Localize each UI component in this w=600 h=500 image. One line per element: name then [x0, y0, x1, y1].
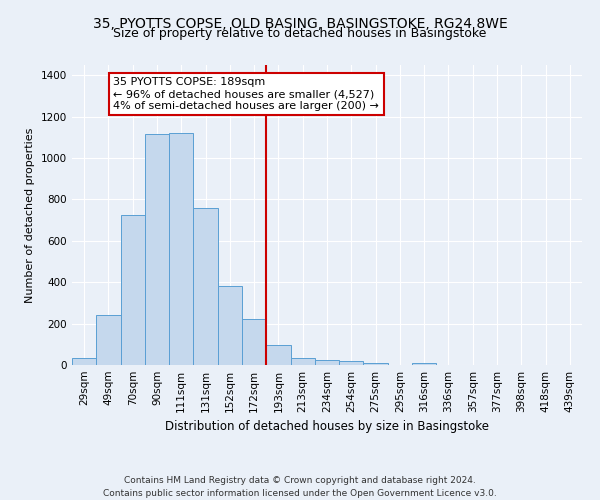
Bar — [364, 362, 388, 365]
Bar — [290, 358, 315, 365]
Bar — [266, 346, 290, 365]
Bar — [242, 320, 266, 365]
Bar — [169, 134, 193, 365]
Y-axis label: Number of detached properties: Number of detached properties — [25, 128, 35, 302]
Bar — [145, 134, 169, 365]
Bar — [339, 362, 364, 365]
Bar — [121, 215, 145, 365]
Bar — [193, 208, 218, 365]
Text: Contains HM Land Registry data © Crown copyright and database right 2024.
Contai: Contains HM Land Registry data © Crown c… — [103, 476, 497, 498]
Bar — [72, 358, 96, 365]
Bar — [218, 286, 242, 365]
Bar — [315, 360, 339, 365]
Text: Size of property relative to detached houses in Basingstoke: Size of property relative to detached ho… — [113, 28, 487, 40]
Text: 35, PYOTTS COPSE, OLD BASING, BASINGSTOKE, RG24 8WE: 35, PYOTTS COPSE, OLD BASING, BASINGSTOK… — [92, 18, 508, 32]
X-axis label: Distribution of detached houses by size in Basingstoke: Distribution of detached houses by size … — [165, 420, 489, 434]
Bar — [412, 363, 436, 365]
Text: 35 PYOTTS COPSE: 189sqm
← 96% of detached houses are smaller (4,527)
4% of semi-: 35 PYOTTS COPSE: 189sqm ← 96% of detache… — [113, 78, 379, 110]
Bar — [96, 316, 121, 365]
